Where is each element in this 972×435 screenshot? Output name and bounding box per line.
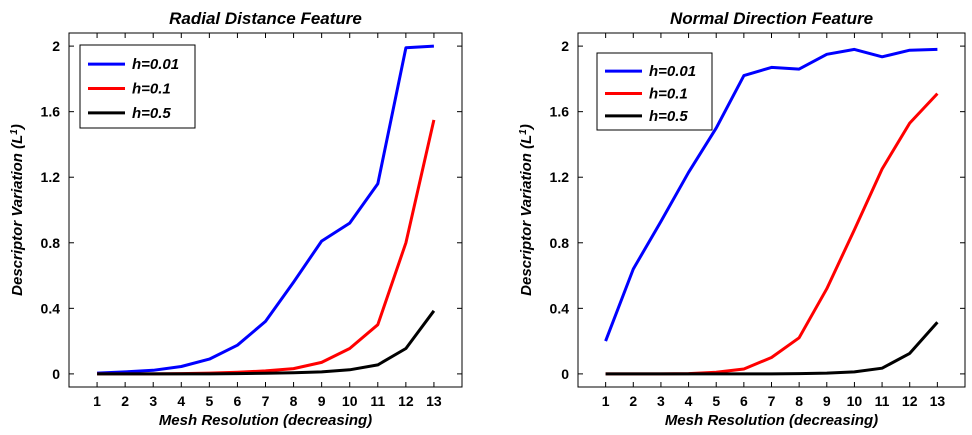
legend-label: h=0.5 <box>649 108 688 125</box>
y-tick-label: 1.2 <box>41 169 61 185</box>
x-tick-label: 2 <box>121 393 129 409</box>
x-axis-label: Mesh Resolution (decreasing) <box>159 412 372 429</box>
x-tick-label: 12 <box>398 393 414 409</box>
x-tick-label: 5 <box>205 393 213 409</box>
y-tick-label: 2 <box>52 38 60 54</box>
legend-label: h=0.01 <box>649 63 696 80</box>
x-tick-label: 1 <box>602 393 610 409</box>
y-tick-label: 1.6 <box>550 104 570 120</box>
y-axis-label: Descriptor Variation (L1) <box>9 124 27 296</box>
y-tick-label: 0.8 <box>41 235 61 251</box>
x-tick-label: 9 <box>318 393 326 409</box>
x-tick-label: 6 <box>740 393 748 409</box>
legend-label: h=0.5 <box>132 105 171 122</box>
x-tick-label: 5 <box>712 393 720 409</box>
x-tick-label: 7 <box>262 393 270 409</box>
x-tick-label: 6 <box>234 393 242 409</box>
x-tick-label: 4 <box>685 393 693 409</box>
x-tick-label: 13 <box>426 393 442 409</box>
y-tick-label: 0.4 <box>550 300 570 316</box>
x-tick-label: 3 <box>149 393 157 409</box>
chart-title: Radial Distance Feature <box>169 9 362 28</box>
y-tick-label: 2 <box>561 38 569 54</box>
x-tick-label: 4 <box>177 393 185 409</box>
y-tick-label: 0.4 <box>41 300 61 316</box>
y-tick-label: 0 <box>561 366 569 382</box>
y-tick-label: 1.2 <box>550 169 570 185</box>
x-tick-label: 1 <box>93 393 101 409</box>
y-tick-label: 0 <box>52 366 60 382</box>
x-tick-label: 10 <box>342 393 358 409</box>
x-tick-label: 13 <box>930 393 946 409</box>
legend: h=0.01 h=0.1 h=0.5 <box>596 52 713 131</box>
x-tick-label: 12 <box>902 393 918 409</box>
x-tick-label: 10 <box>847 393 863 409</box>
x-tick-label: 7 <box>768 393 776 409</box>
series-line-h=0.01 <box>97 44 434 375</box>
y-tick-label: 0.8 <box>550 235 570 251</box>
legend-label: h=0.1 <box>649 86 688 103</box>
y-tick-label: 1.6 <box>41 104 61 120</box>
x-tick-label: 8 <box>290 393 298 409</box>
series-line-h=0.5 <box>605 321 939 376</box>
x-tick-label: 11 <box>370 393 385 409</box>
legend: h=0.01 h=0.1 h=0.5 <box>79 44 196 129</box>
x-tick-label: 8 <box>795 393 803 409</box>
x-axis-label: Mesh Resolution (decreasing) <box>665 412 878 429</box>
legend-label: h=0.01 <box>132 56 179 73</box>
y-axis-label: Descriptor Variation (L1) <box>518 124 536 296</box>
x-tick-label: 11 <box>875 393 890 409</box>
x-tick-label: 2 <box>629 393 637 409</box>
legend-label: h=0.1 <box>132 81 171 98</box>
chart-title: Normal Direction Feature <box>670 9 873 28</box>
series-line-h=0.01 <box>604 47 938 342</box>
series-line-h=0.5 <box>97 309 436 376</box>
x-tick-label: 3 <box>657 393 665 409</box>
x-tick-label: 9 <box>823 393 831 409</box>
